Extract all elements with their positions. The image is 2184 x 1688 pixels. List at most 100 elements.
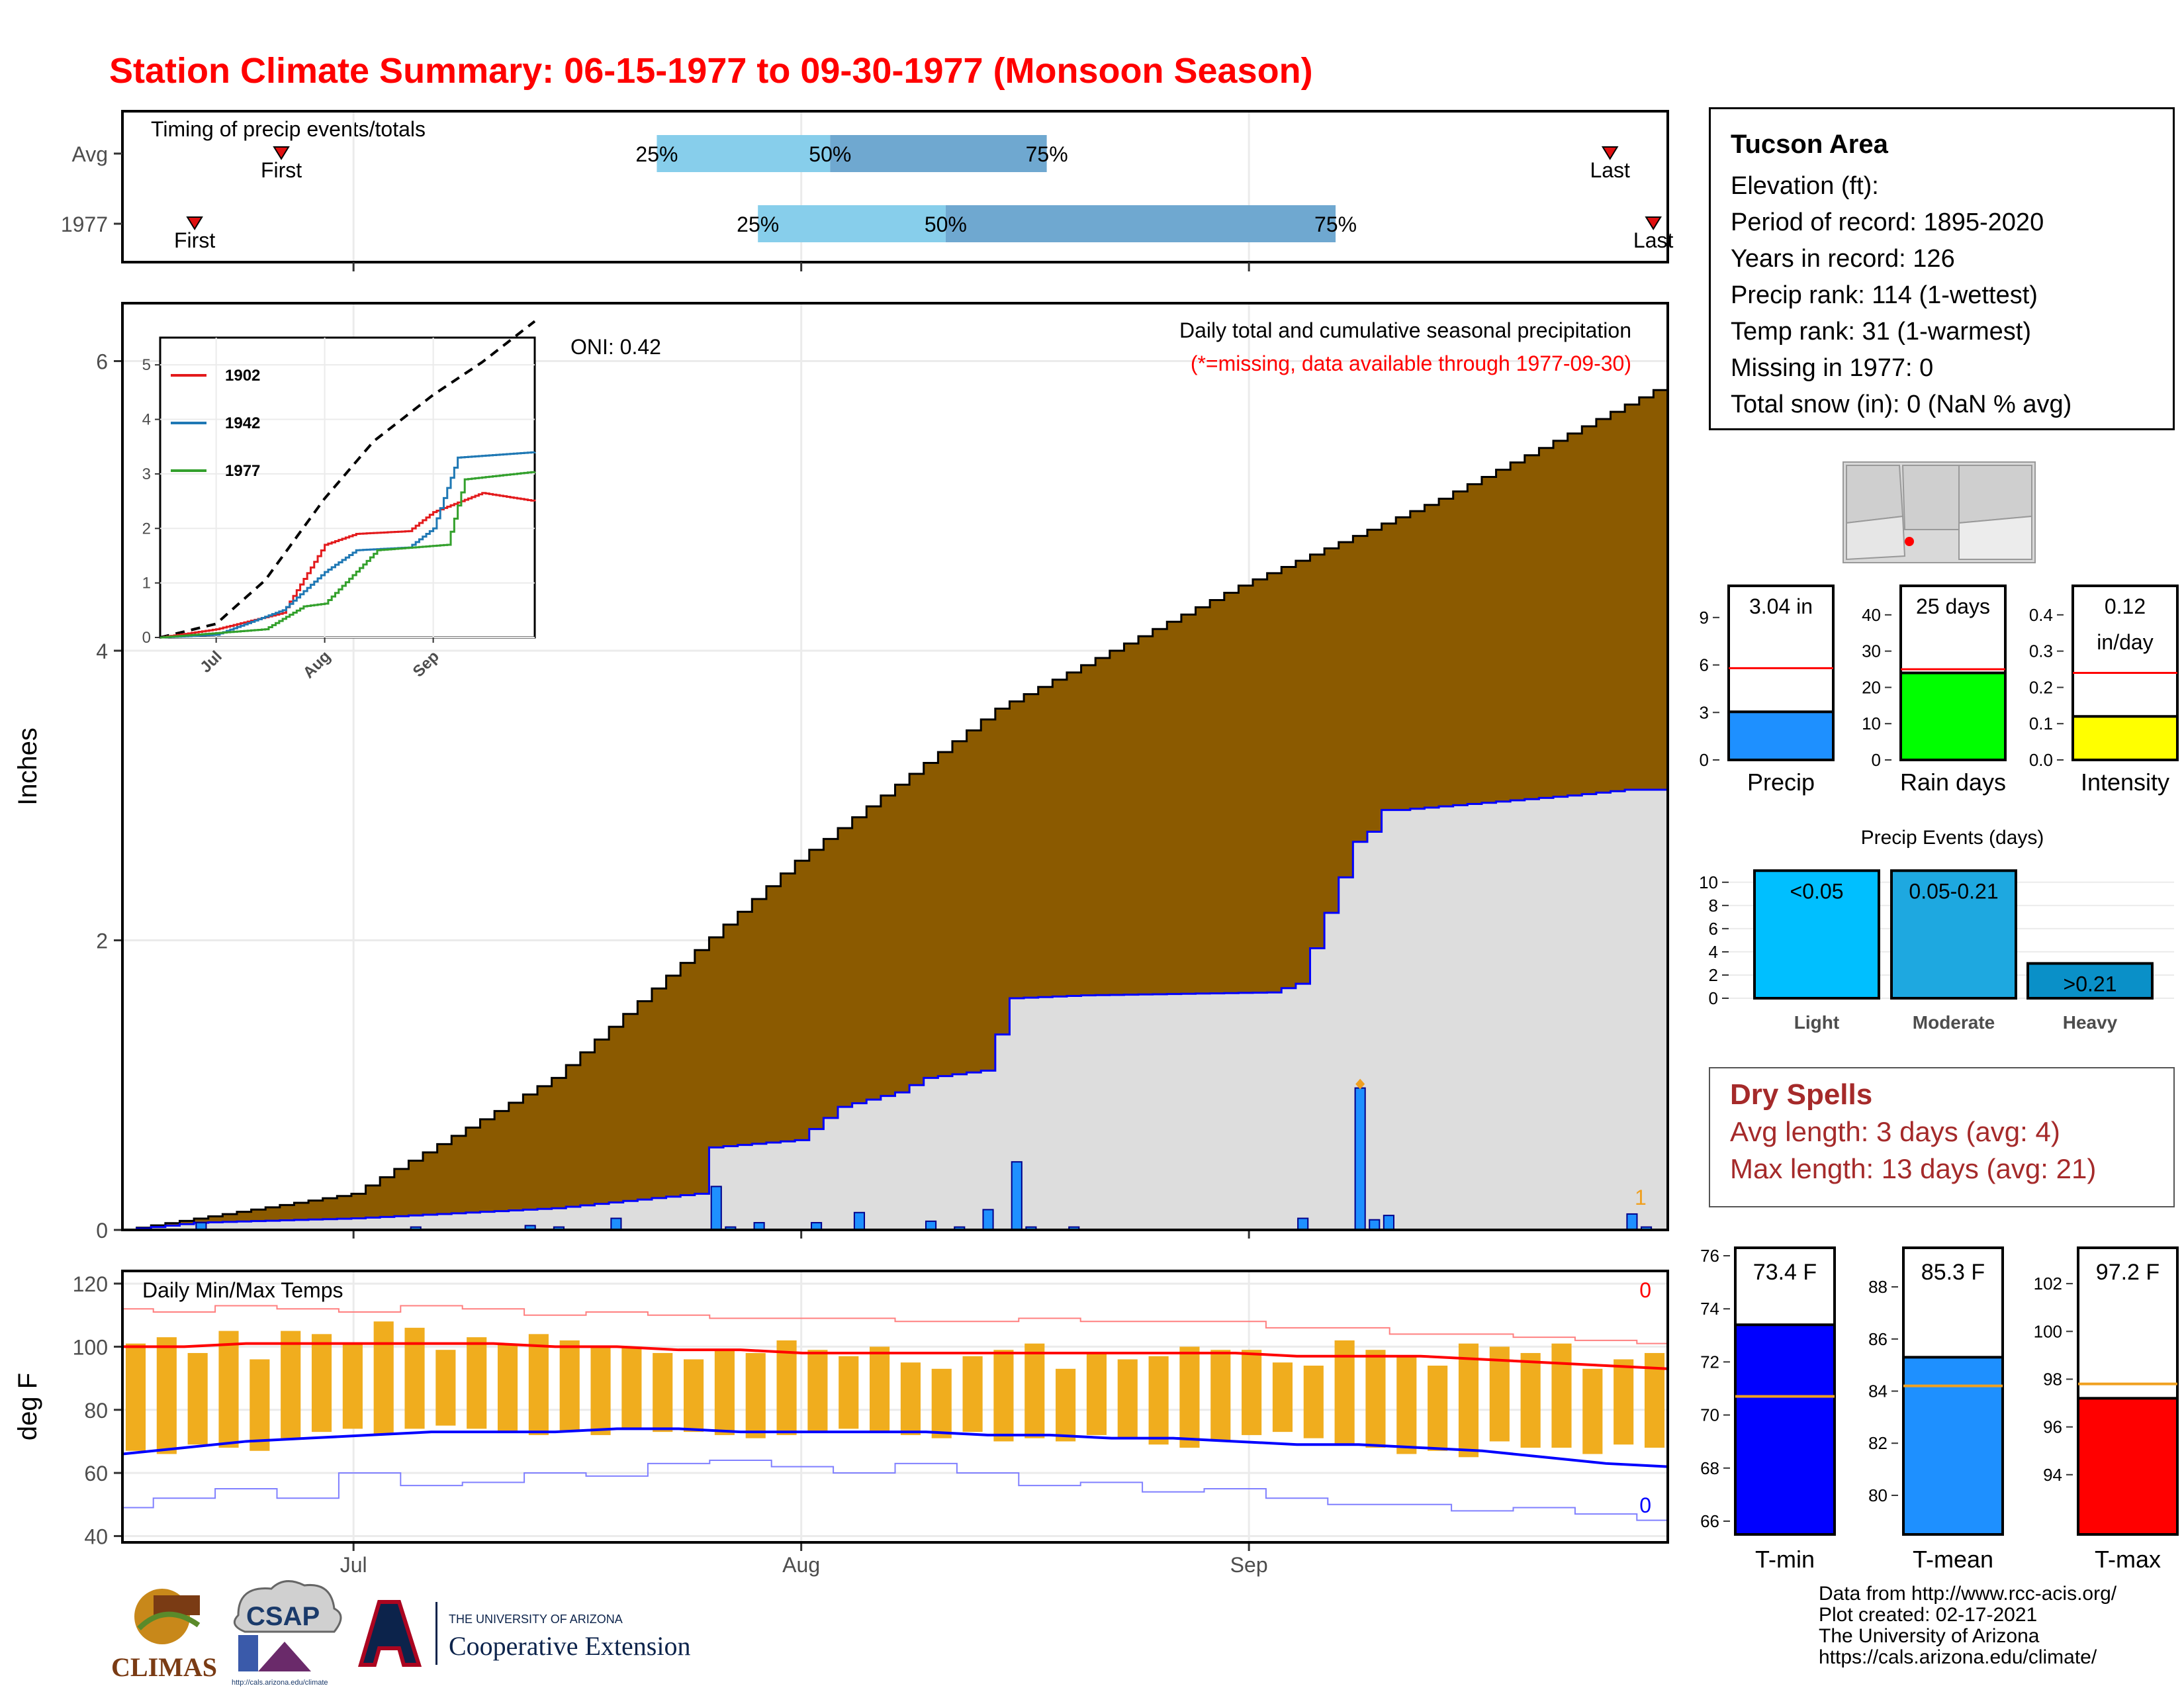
timing-q50-label: 50% [809,142,851,166]
daily-temp-range-bar [467,1337,487,1429]
timing-bar-q25-q50 [758,205,946,242]
first-marker [186,216,203,230]
events-y-tick-label: 4 [1709,942,1718,962]
daily-temp-range-bar [621,1346,642,1429]
daily-temp-range-bar [714,1350,735,1435]
daily-temp-range-bar [1056,1368,1076,1442]
inset-frame [159,336,536,639]
daily-temp-range-bar [1086,1352,1107,1435]
tmin-missing: 0 [1639,1493,1651,1517]
daily-temp-range-bar [1024,1343,1045,1438]
daily-temp-range-bar [156,1337,177,1454]
events-x-label: Moderate [1913,1012,1995,1033]
daily-temp-range-bar [373,1321,394,1435]
climas-logo: CLIMAS [111,1589,217,1682]
daily-precip-bar [1297,1217,1309,1231]
daily-temp-range-bar [962,1356,983,1432]
temp-bar-y-tick-label: 74 [1700,1299,1719,1319]
mini-bar-y-tick-label: 0.2 [2029,677,2053,697]
timing-bar-q50-q75 [830,135,1047,172]
mini-bar-value-label: 25 days [1916,594,1990,618]
inset-y-tick-label: 2 [142,520,151,538]
info-line-years: Years in record: 126 [1731,245,1955,273]
credit-line-university: The University of Arizona [1819,1625,2040,1647]
events-title: Precip Events (days) [1861,827,2044,849]
temp-bar-value [1902,1356,2004,1536]
credit-line-source: Data from http://www.rcc-acis.org/ [1819,1583,2117,1605]
temp-bar-y-tick-label: 66 [1700,1511,1719,1531]
temp-y-tick-label: 80 [84,1399,108,1423]
daily-temp-range-bar [1365,1350,1386,1448]
temp-bar-y-tick-label: 98 [2043,1369,2062,1389]
daily-temp-range-bar [900,1362,921,1435]
daily-precip-bar [1383,1215,1394,1231]
location-map [1843,461,2036,563]
csap-text: CSAP [246,1602,320,1631]
chart-title: Station Climate Summary: 06-15-1977 to 0… [109,51,1313,91]
station-info-box: Tucson Area Elevation (ft): Period of re… [1709,107,2175,430]
daily-precip-bar [1369,1219,1381,1231]
inset-y-tick-label: 3 [142,465,151,483]
temp-panel: 40 60 80 100 120 Daily Min/Max Temps 0 0 deg… [13,1270,1669,1551]
timing-q25-label: 25% [635,142,678,166]
events-bar-moderate [1890,869,2017,1000]
daily-temp-range-bar [1303,1366,1324,1438]
daily-temp-range-bar [776,1340,797,1435]
mini-bar-precip: 0 3 6 9 3.04 in Precip [1700,585,1835,796]
last-label: Last [1590,158,1630,182]
daily-temp-range-bar [218,1331,239,1448]
inset-avg-line [159,320,536,639]
oni-label: ONI: 0.42 [570,335,661,359]
tmax-normal-line [122,1342,1668,1370]
temp-bar-t-mean: 80 82 84 86 88 85.3 F T-mean [1868,1246,2004,1573]
daily-temp-range-bar [1614,1359,1634,1445]
timing-q25-label: 25% [737,212,779,236]
events-y-tick-label: 2 [1709,965,1718,985]
dry-spells-max: Max length: 13 days (avg: 21) [1730,1153,2097,1184]
dry-spells-avg: Avg length: 3 days (avg: 4) [1730,1116,2060,1147]
x-tick-label: Aug [782,1553,820,1577]
temp-y-tick-label: 60 [84,1462,108,1485]
mini-bar-y-tick-label: 40 [1862,605,1881,625]
daily-temp-range-bar [342,1343,363,1429]
daily-precip-bar [1011,1161,1023,1231]
main-y-tick-label: 4 [96,639,108,663]
logos: CLIMAS CSAP http://cals.arizona.edu/clim… [111,1580,690,1687]
main-y-tick-label: 6 [96,350,108,374]
precip-panel: 0 2 4 6 Jul Aug Sep Daily total and cumulativ… [13,302,1669,1577]
daily-temp-range-bar [1242,1350,1262,1435]
credits: Data from http://www.rcc-acis.org/ Plot … [1819,1583,2116,1668]
temp-bar-label: T-max [2095,1546,2161,1573]
events-y-tick-label: 0 [1709,988,1718,1008]
mini-bar-y-tick-label: 10 [1862,714,1881,733]
temp-y-axis-label: deg F [13,1373,42,1440]
temp-bar-value [2077,1397,2179,1536]
daily-temp-range-bar [1179,1346,1200,1448]
temp-bar-y-tick-label: 88 [1868,1277,1888,1297]
info-line-temp-rank: Temp rank: 31 (1-warmest) [1731,318,2032,346]
mini-bar-y-tick-label: 0.1 [2029,714,2053,733]
daily-temp-range-bar [993,1350,1014,1442]
timing-q75-label: 75% [1314,212,1357,236]
info-line-precip-rank: Precip rank: 114 (1-wettest) [1731,281,2038,309]
daily-temp-range-bar [1428,1366,1448,1451]
temp-label: Daily Min/Max Temps [142,1278,343,1302]
timing-q50-label: 50% [925,212,967,236]
mini-bar-value-label: 3.04 in [1749,594,1813,618]
temp-y-tick-label: 40 [84,1524,108,1548]
mini-bar-value-label: 0.12 [2105,594,2146,618]
events-bar-light [1753,869,1880,1000]
temp-bar-y-tick-label: 94 [2043,1465,2062,1485]
mini-bar-y-tick-label: 0.0 [2029,750,2053,770]
temp-bar-y-tick-label: 80 [1868,1485,1888,1505]
inset-y-tick-label: 5 [142,356,151,374]
temp-bar-y-tick-label: 96 [2043,1417,2062,1437]
precip-caption: Daily total and cumulative seasonal prec… [1179,318,1631,342]
daily-temp-range-bar [1582,1368,1603,1454]
main-y-tick-label: 0 [96,1219,108,1243]
daily-precip-bar [982,1209,994,1231]
mini-bar-y-tick-label: 20 [1862,677,1881,697]
inset-legend-label: 1942 [225,414,260,432]
station-marker [1905,537,1914,546]
